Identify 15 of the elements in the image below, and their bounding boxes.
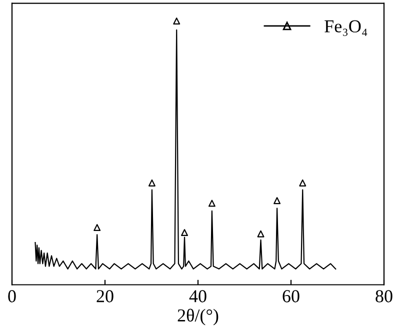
x-tick-label: 20 [96, 290, 114, 302]
point [299, 179, 306, 186]
point [208, 200, 216, 207]
x-tick-label: 40 [189, 290, 206, 302]
point [257, 230, 264, 238]
x-tick-label: 60 [282, 290, 300, 302]
legend-label: Fe₃O₄ [324, 20, 368, 36]
x-tick-label: 80 [376, 290, 392, 302]
x-tick-label: 0 [8, 290, 16, 302]
point [173, 18, 180, 25]
point [148, 179, 156, 186]
point [274, 197, 281, 204]
point [181, 229, 188, 236]
x-axis-title: 2θ/(°) [178, 308, 218, 326]
point [94, 224, 101, 232]
